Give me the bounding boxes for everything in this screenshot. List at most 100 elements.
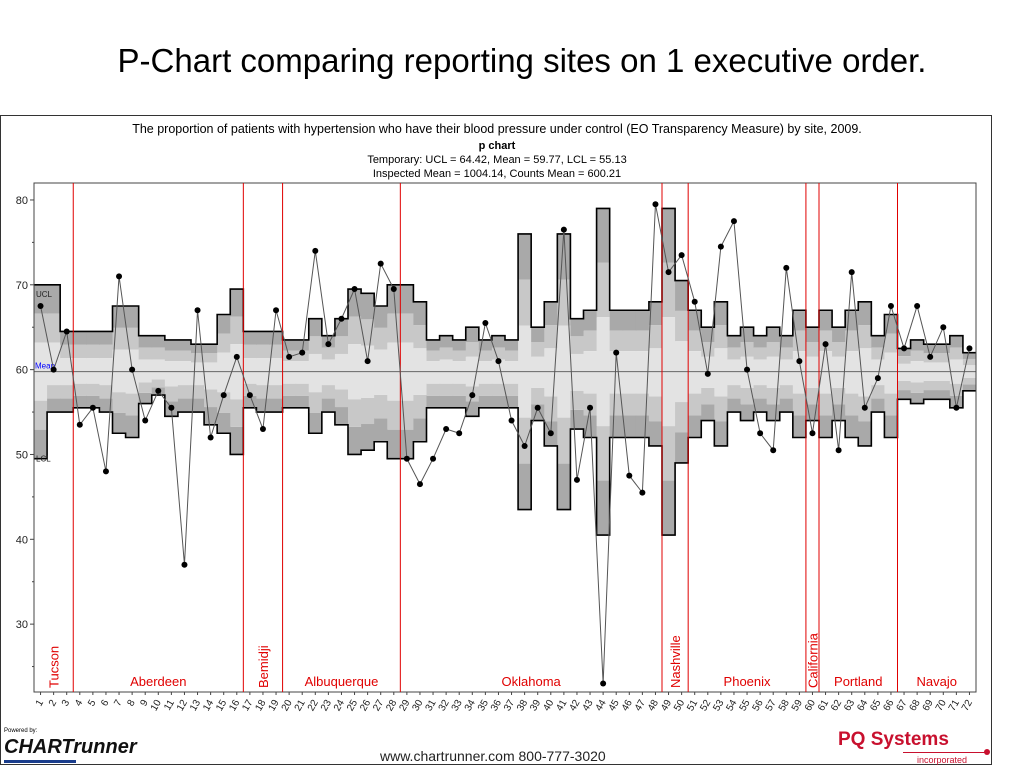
lower-zone-3: [86, 371, 100, 384]
lower-zone-3: [321, 371, 336, 386]
site-label: Bemidji: [256, 645, 271, 688]
lower-zone-3: [217, 371, 231, 393]
lower-zone-1: [714, 421, 728, 446]
data-point: [102, 468, 109, 475]
data-point: [456, 430, 463, 437]
chart-subtitle: p chart: [479, 140, 516, 152]
upper-zone-2: [491, 347, 506, 360]
upper-zone-3: [923, 362, 938, 372]
slide-title: P-Chart comparing reporting sites on 1 e…: [117, 42, 927, 79]
chartrunner-logo: CHARTrunner: [4, 736, 137, 758]
lower-zone-2: [164, 386, 179, 402]
upper-zone-3: [583, 351, 598, 372]
upper-zone-3: [635, 351, 650, 372]
upper-zone-2: [544, 325, 558, 349]
upper-zone-2: [753, 347, 768, 360]
upper-zone-3: [204, 362, 218, 372]
data-point: [50, 366, 57, 373]
x-tick-label: 64: [855, 698, 870, 714]
data-point: [822, 341, 829, 348]
x-tick-label: 53: [711, 698, 726, 714]
data-point: [730, 218, 737, 225]
lower-zone-1: [73, 395, 87, 408]
upper-zone-2: [164, 350, 179, 362]
lower-zone-1: [321, 398, 336, 413]
upper-zone-1: [596, 208, 611, 263]
upper-zone-2: [217, 333, 231, 353]
upper-zone-3: [609, 351, 624, 372]
lower-zone-3: [544, 371, 558, 397]
lower-zone-2: [334, 389, 349, 408]
lower-zone-1: [125, 415, 140, 438]
x-tick-label: 40: [541, 698, 556, 714]
lower-zone-2: [675, 402, 689, 433]
x-tick-label: 18: [253, 698, 268, 714]
site-label: California: [805, 632, 820, 688]
lower-zone-2: [923, 380, 938, 391]
lower-zone-3: [191, 371, 205, 386]
upper-zone-1: [622, 310, 637, 331]
data-point: [63, 328, 70, 335]
upper-zone-3: [858, 348, 872, 372]
upper-zone-2: [701, 342, 715, 357]
chartrunner-logo-underline: [4, 760, 76, 763]
upper-zone-2: [688, 330, 702, 352]
x-tick-label: 72: [960, 698, 975, 714]
lower-zone-2: [413, 394, 427, 419]
data-point: [325, 341, 332, 348]
data-point: [521, 442, 528, 449]
x-tick-label: 59: [790, 698, 805, 714]
lower-zone-1: [792, 415, 807, 438]
lower-zone-2: [897, 380, 912, 391]
upper-zone-1: [491, 335, 506, 348]
upper-zone-3: [779, 359, 794, 372]
upper-zone-2: [465, 342, 480, 357]
upper-zone-1: [452, 339, 467, 351]
site-label: Phoenix: [724, 674, 771, 689]
data-point: [508, 417, 515, 424]
upper-zone-1: [256, 331, 270, 345]
lower-zone-1: [217, 412, 231, 434]
upper-zone-1: [923, 344, 938, 354]
lower-zone-2: [47, 385, 61, 399]
lower-zone-2: [177, 385, 192, 399]
upper-zone-3: [557, 325, 571, 372]
x-tick-label: 23: [319, 698, 334, 714]
upper-zone-1: [648, 301, 663, 326]
upper-zone-3: [531, 356, 545, 372]
data-point: [861, 404, 868, 411]
lower-zone-2: [282, 383, 297, 396]
upper-zone-3: [491, 359, 506, 372]
data-point: [482, 319, 489, 326]
lower-zone-1: [962, 384, 977, 391]
x-tick-label: 41: [554, 698, 569, 714]
upper-zone-2: [99, 344, 113, 359]
upper-zone-1: [151, 335, 166, 348]
upper-zone-1: [544, 301, 558, 326]
lower-zone-1: [361, 424, 375, 451]
upper-zone-2: [86, 344, 100, 359]
lower-zone-2: [439, 383, 454, 396]
data-point: [587, 404, 594, 411]
lower-zone-3: [164, 371, 179, 387]
lower-zone-3: [400, 371, 414, 401]
upper-zone-1: [635, 310, 650, 331]
data-point: [364, 358, 371, 365]
footer-url: www.chartrunner.com 800-777-3020: [380, 748, 606, 764]
upper-zone-3: [282, 361, 297, 372]
x-tick-label: 45: [607, 698, 622, 714]
x-tick-label: 58: [777, 698, 792, 714]
lower-zone-2: [557, 417, 571, 464]
y-tick-label: 60: [16, 365, 28, 377]
lower-zone-1: [557, 463, 571, 510]
lower-zone-2: [138, 382, 153, 393]
lower-zone-3: [151, 371, 166, 380]
lower-zone-3: [308, 371, 323, 393]
p-chart: The proportion of patients with hyperten…: [16, 122, 977, 714]
lower-zone-3: [60, 371, 74, 386]
lower-zone-1: [648, 421, 663, 446]
x-tick-label: 69: [921, 698, 936, 714]
upper-zone-1: [269, 331, 284, 345]
lower-zone-2: [622, 393, 637, 416]
lower-zone-2: [452, 383, 467, 396]
